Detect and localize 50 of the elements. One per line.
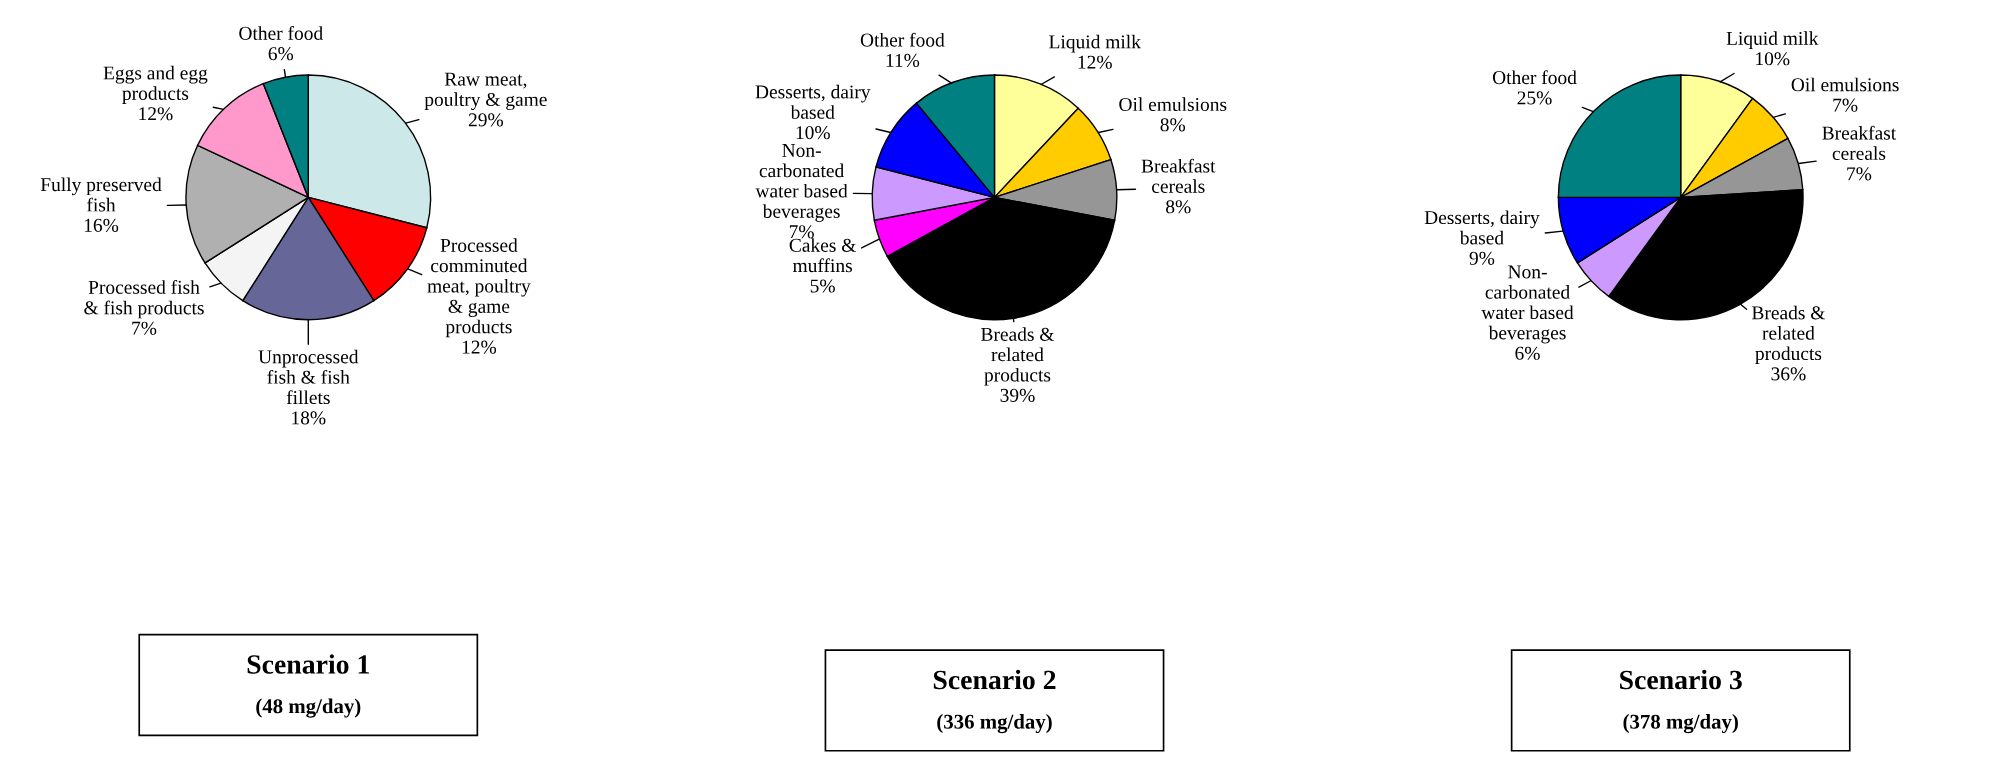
text: Scenario 2: [933, 669, 1056, 690]
slice-label: Oil emulsions: [1119, 97, 1227, 112]
data-label: 12%: [462, 340, 497, 354]
slice-label: Cakes & muffins: [789, 238, 857, 273]
slice-label: Liquid milk: [1726, 31, 1819, 49]
slice-label: Other food: [1492, 70, 1577, 85]
data-label: 8%: [1160, 118, 1186, 132]
data-label: 5%: [810, 279, 835, 293]
slice-label: Breakfast cereals: [1141, 158, 1216, 193]
data-label: 29%: [468, 113, 504, 127]
slice-label: Unprocessed fish & fish fillets: [258, 349, 359, 405]
data-label: 12%: [139, 107, 173, 121]
data-label: 11%: [886, 53, 920, 68]
slice-label: Desserts, dairy based: [755, 84, 871, 119]
text: Scenario 3: [1620, 669, 1742, 690]
slice-label: Oil emulsions: [1791, 77, 1899, 92]
slice-label: Processed comminuted meat, poultry & game products: [427, 238, 531, 338]
slice-label: Breakfast cereals: [1822, 125, 1897, 160]
text: (378 mg/day): [1623, 714, 1738, 734]
data-label: 10%: [796, 126, 830, 140]
text: (48 mg/day): [256, 698, 361, 718]
data-label: 6%: [268, 47, 294, 61]
slice-label: Liquid milk: [1049, 34, 1141, 53]
slice-label: Desserts, dairy based: [1424, 210, 1540, 245]
data-label: 18%: [292, 411, 326, 425]
data-label: 25%: [1517, 91, 1552, 105]
slice-label: Breads & related products: [1751, 305, 1826, 365]
slice-label: Processed fish & fish products: [84, 279, 204, 319]
data-label: 7%: [132, 321, 157, 335]
data-label: 10%: [1756, 52, 1790, 66]
data-label: 8%: [1166, 200, 1191, 214]
data-label: 7%: [1833, 98, 1858, 112]
text: Scenario 1: [247, 654, 369, 674]
data-label: 39%: [1000, 388, 1035, 402]
slice-label: Raw meat, poultry & game: [424, 72, 547, 111]
data-label: 7%: [1847, 167, 1872, 181]
slice-label: Breads & related products: [981, 327, 1055, 386]
slice-label: Other food: [860, 32, 945, 47]
data-label: 9%: [1469, 251, 1495, 265]
data-label: 6%: [1515, 346, 1540, 360]
data-label: 16%: [84, 218, 119, 232]
slice-label: Non- carbonated water based beverages: [755, 143, 848, 222]
text: (336 mg/day): [937, 714, 1052, 734]
slice-label: Eggs and egg products: [103, 65, 208, 104]
slice-label: Non- carbonated water based beverages: [1481, 265, 1574, 344]
data-label: 7%: [789, 225, 814, 239]
slice-label: Other food: [239, 26, 323, 40]
data-label: 12%: [1078, 55, 1112, 69]
data-label: 36%: [1771, 367, 1806, 381]
slice-label: Fully preserved fish: [40, 177, 162, 212]
